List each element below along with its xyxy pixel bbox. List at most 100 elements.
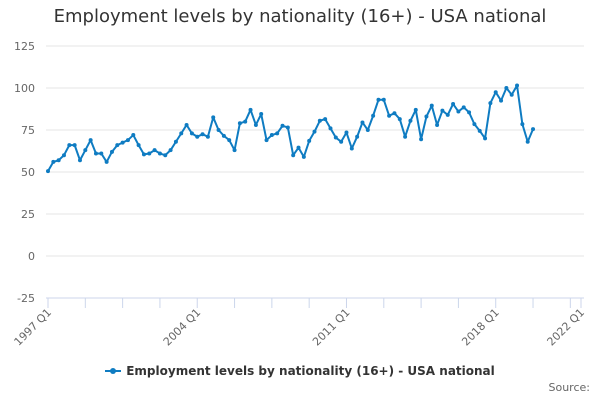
data-point[interactable]	[451, 101, 456, 106]
data-point[interactable]	[83, 148, 88, 153]
data-point[interactable]	[371, 113, 376, 118]
data-point[interactable]	[227, 138, 232, 143]
data-point[interactable]	[349, 146, 354, 151]
data-point[interactable]	[221, 133, 226, 138]
data-point[interactable]	[275, 131, 280, 136]
data-point[interactable]	[376, 97, 381, 102]
data-point[interactable]	[253, 122, 258, 127]
y-tick-label: 25	[21, 208, 35, 221]
data-point[interactable]	[72, 143, 77, 148]
data-point[interactable]	[163, 153, 168, 158]
data-point[interactable]	[136, 143, 141, 148]
data-point[interactable]	[46, 169, 50, 174]
data-point[interactable]	[248, 107, 253, 112]
data-point[interactable]	[477, 128, 482, 133]
source-credit: Source:	[548, 381, 591, 394]
data-point[interactable]	[51, 159, 56, 164]
data-point[interactable]	[365, 128, 370, 132]
data-point[interactable]	[509, 92, 514, 97]
data-point[interactable]	[531, 127, 536, 132]
data-point[interactable]	[264, 138, 269, 143]
data-point[interactable]	[333, 135, 338, 140]
data-point[interactable]	[157, 151, 162, 156]
data-point[interactable]	[488, 101, 493, 106]
data-point[interactable]	[392, 111, 397, 116]
data-point[interactable]	[291, 153, 296, 158]
data-point[interactable]	[387, 113, 392, 118]
data-point[interactable]	[120, 140, 125, 145]
data-point[interactable]	[67, 143, 72, 148]
data-point[interactable]	[403, 134, 408, 139]
data-point[interactable]	[280, 123, 285, 128]
data-point[interactable]	[173, 139, 178, 144]
data-point[interactable]	[296, 145, 301, 150]
data-point[interactable]	[445, 112, 450, 117]
data-point[interactable]	[211, 115, 216, 120]
data-point[interactable]	[419, 137, 424, 142]
x-tick-label: 2022 Q1	[545, 306, 588, 349]
data-point[interactable]	[285, 125, 290, 130]
data-point[interactable]	[312, 129, 317, 134]
data-point[interactable]	[381, 97, 386, 102]
data-point[interactable]	[141, 152, 146, 157]
data-point[interactable]	[515, 83, 520, 88]
data-point[interactable]	[456, 109, 461, 114]
data-point[interactable]	[88, 138, 93, 143]
data-point[interactable]	[339, 139, 344, 144]
data-point[interactable]	[397, 117, 402, 122]
data-point[interactable]	[301, 154, 306, 159]
data-point[interactable]	[104, 159, 109, 164]
data-point[interactable]	[317, 118, 322, 123]
data-point[interactable]	[200, 132, 205, 137]
data-point[interactable]	[184, 122, 189, 127]
data-point[interactable]	[435, 122, 440, 127]
data-point[interactable]	[179, 131, 184, 136]
data-point[interactable]	[168, 148, 173, 153]
data-point[interactable]	[525, 139, 530, 144]
data-point[interactable]	[328, 126, 333, 131]
data-point[interactable]	[259, 112, 264, 117]
data-point[interactable]	[269, 133, 274, 138]
data-point[interactable]	[61, 153, 66, 158]
data-point[interactable]	[232, 148, 237, 153]
data-point[interactable]	[413, 107, 418, 112]
data-point[interactable]	[360, 120, 365, 125]
data-point[interactable]	[99, 151, 104, 156]
data-point[interactable]	[307, 138, 312, 143]
data-point[interactable]	[520, 122, 525, 127]
data-point[interactable]	[109, 149, 114, 154]
data-point[interactable]	[147, 151, 152, 156]
data-point[interactable]	[472, 122, 477, 127]
data-point[interactable]	[355, 134, 360, 139]
data-point[interactable]	[115, 143, 120, 148]
legend: Employment levels by nationality (16+) -…	[0, 364, 600, 378]
data-point[interactable]	[243, 119, 248, 124]
series-line[interactable]	[47, 84, 534, 172]
data-point[interactable]	[93, 151, 98, 156]
data-point[interactable]	[483, 136, 488, 141]
gridlines	[46, 45, 584, 257]
data-point[interactable]	[56, 158, 61, 163]
data-point[interactable]	[424, 114, 429, 119]
data-point[interactable]	[125, 138, 130, 143]
data-point[interactable]	[131, 133, 136, 138]
data-point[interactable]	[216, 128, 221, 132]
data-point[interactable]	[504, 86, 509, 90]
data-point[interactable]	[77, 158, 82, 163]
data-point[interactable]	[429, 103, 434, 108]
data-point[interactable]	[408, 118, 413, 123]
data-point[interactable]	[467, 110, 472, 115]
data-point[interactable]	[323, 117, 328, 122]
data-point[interactable]	[440, 108, 445, 113]
data-point[interactable]	[493, 90, 498, 95]
legend-item-usa-national[interactable]: Employment levels by nationality (16+) -…	[105, 364, 495, 378]
data-point[interactable]	[344, 130, 349, 135]
data-point[interactable]	[461, 105, 466, 110]
data-point[interactable]	[189, 131, 194, 136]
data-point[interactable]	[237, 121, 242, 126]
data-point[interactable]	[499, 98, 504, 103]
data-point[interactable]	[152, 148, 157, 153]
data-point[interactable]	[205, 134, 210, 139]
data-point[interactable]	[195, 134, 200, 139]
data-series-usa-national[interactable]	[46, 83, 536, 174]
